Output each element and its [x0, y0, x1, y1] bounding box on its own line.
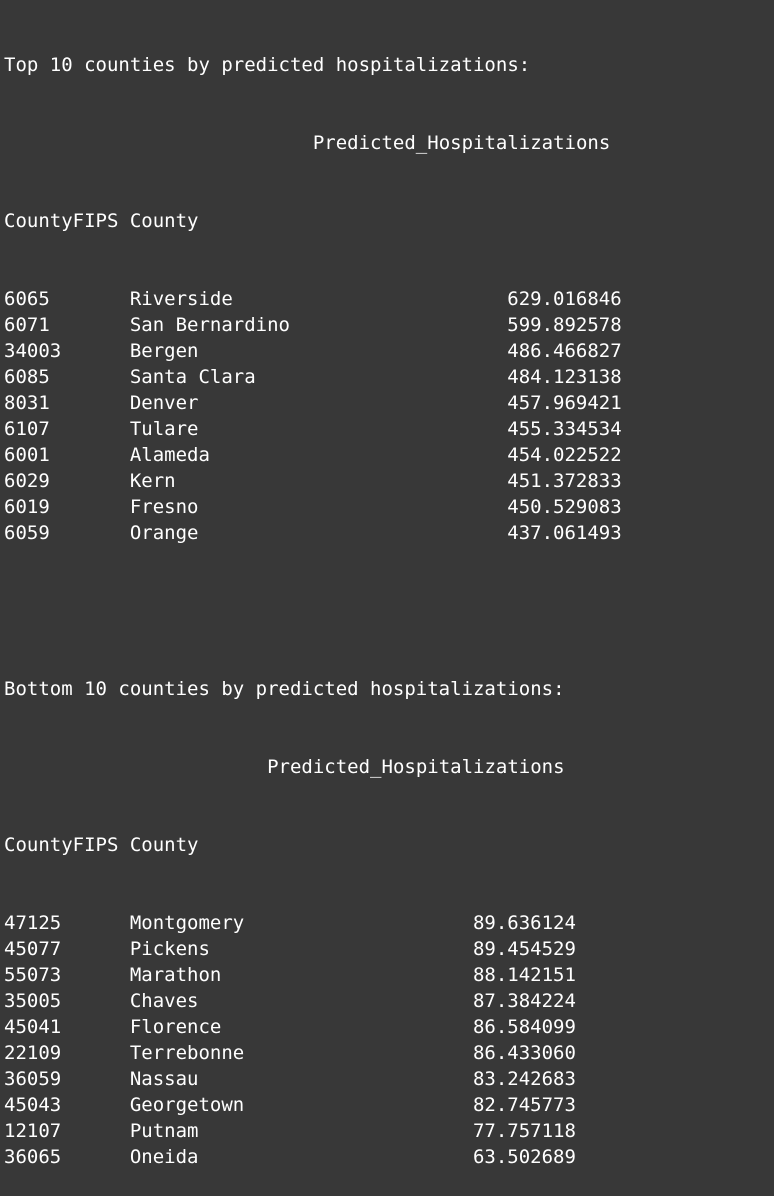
bottom-table: 47125 Montgomery 89.636124 45077 Pickens 89.4… [4, 910, 770, 1170]
county-fips: 45043 [4, 1094, 62, 1116]
county-fips: 6065 [4, 288, 50, 310]
blank-line [4, 598, 770, 624]
county-name: Pickens [129, 938, 210, 960]
predicted-hospitalizations-value: 599.892578 [507, 314, 622, 336]
county-fips: 45077 [4, 938, 62, 960]
top-title: Top 10 counties by predicted hospitaliza… [4, 54, 531, 76]
county-fips: 35005 [4, 990, 62, 1012]
county-name: Chaves [129, 990, 199, 1012]
table-row: 45043 Georgetown 82.745773 [4, 1092, 770, 1118]
top-value-header-text: Predicted_Hospitalizations [312, 132, 611, 154]
predicted-hospitalizations-value: 486.466827 [507, 340, 622, 362]
predicted-hospitalizations-value: 455.334534 [507, 418, 622, 440]
county-name: Santa Clara [129, 366, 256, 388]
bottom-index-header: CountyFIPS County [4, 834, 199, 856]
county-fips: 6059 [4, 522, 50, 544]
predicted-hospitalizations-value: 451.372833 [507, 470, 622, 492]
county-name: Marathon [129, 964, 222, 986]
table-row: 6019 Fresno 450.529083 [4, 494, 770, 520]
county-fips: 6001 [4, 444, 50, 466]
console-output: Top 10 counties by predicted hospitaliza… [4, 0, 770, 1196]
table-row: 55073 Marathon 88.142151 [4, 962, 770, 988]
table-row: 6001 Alameda 454.022522 [4, 442, 770, 468]
county-fips: 6019 [4, 496, 50, 518]
predicted-hospitalizations-value: 87.384224 [472, 990, 576, 1012]
predicted-hospitalizations-value: 77.757118 [472, 1120, 576, 1142]
table-row: 6059 Orange 437.061493 [4, 520, 770, 546]
county-name: Montgomery [129, 912, 245, 934]
table-row: 6085 Santa Clara 484.123138 [4, 364, 770, 390]
predicted-hospitalizations-value: 437.061493 [507, 522, 622, 544]
table-row: 47125 Montgomery 89.636124 [4, 910, 770, 936]
county-fips: 6071 [4, 314, 50, 336]
county-fips: 45041 [4, 1016, 62, 1038]
county-fips: 47125 [4, 912, 62, 934]
county-fips: 6107 [4, 418, 50, 440]
county-name: Orange [129, 522, 199, 544]
table-row: 8031 Denver 457.969421 [4, 390, 770, 416]
predicted-hospitalizations-value: 454.022522 [507, 444, 622, 466]
county-name: Florence [129, 1016, 222, 1038]
county-name: Nassau [129, 1068, 199, 1090]
county-fips: 55073 [4, 964, 62, 986]
bottom-header-pad [4, 756, 267, 778]
table-row: 36059 Nassau 83.242683 [4, 1066, 770, 1092]
top-index-header: CountyFIPS County [4, 210, 199, 232]
county-fips: 6029 [4, 470, 50, 492]
table-row: 34003 Bergen 486.466827 [4, 338, 770, 364]
predicted-hospitalizations-value: 83.242683 [472, 1068, 576, 1090]
predicted-hospitalizations-value: 82.745773 [472, 1094, 576, 1116]
predicted-hospitalizations-value: 457.969421 [507, 392, 622, 414]
county-name: Denver [129, 392, 199, 414]
county-fips: 34003 [4, 340, 62, 362]
bottom-value-header-text: Predicted_Hospitalizations [267, 756, 565, 778]
county-name: Oneida [129, 1146, 199, 1168]
county-fips: 6085 [4, 366, 50, 388]
top-table: 6065 Riverside 629.016846 6071 San Bernardin… [4, 286, 770, 546]
county-name: Bergen [129, 340, 199, 362]
county-fips: 36065 [4, 1146, 62, 1168]
table-row: 6029 Kern 451.372833 [4, 468, 770, 494]
table-row: 45077 Pickens 89.454529 [4, 936, 770, 962]
table-row: 6065 Riverside 629.016846 [4, 286, 770, 312]
county-name: Alameda [129, 444, 210, 466]
predicted-hospitalizations-value: 89.454529 [472, 938, 576, 960]
predicted-hospitalizations-value: 86.584099 [472, 1016, 576, 1038]
predicted-hospitalizations-value: 450.529083 [507, 496, 622, 518]
county-name: Riverside [129, 288, 233, 310]
table-row: 35005 Chaves 87.384224 [4, 988, 770, 1014]
table-row: 22109 Terrebonne 86.433060 [4, 1040, 770, 1066]
county-name: Kern [129, 470, 176, 492]
county-name: Georgetown [129, 1094, 245, 1116]
bottom-title: Bottom 10 counties by predicted hospital… [4, 678, 565, 700]
county-fips: 8031 [4, 392, 50, 414]
table-row: 6107 Tulare 455.334534 [4, 416, 770, 442]
county-name: Terrebonne [129, 1042, 245, 1064]
predicted-hospitalizations-value: 88.142151 [472, 964, 576, 986]
table-row: 6071 San Bernardino 599.892578 [4, 312, 770, 338]
county-name: San Bernardino [129, 314, 290, 336]
bottom-value-header: Predicted_Hospitalizations [4, 754, 770, 780]
table-row: 12107 Putnam 77.757118 [4, 1118, 770, 1144]
county-fips: 12107 [4, 1120, 62, 1142]
predicted-hospitalizations-value: 484.123138 [507, 366, 622, 388]
predicted-hospitalizations-value: 63.502689 [472, 1146, 576, 1168]
predicted-hospitalizations-value: 89.636124 [472, 912, 576, 934]
predicted-hospitalizations-value: 629.016846 [507, 288, 622, 310]
county-name: Tulare [129, 418, 199, 440]
county-name: Fresno [129, 496, 199, 518]
table-row: 36065 Oneida 63.502689 [4, 1144, 770, 1170]
top-value-header: Predicted_Hospitalizations [4, 130, 770, 156]
county-name: Putnam [129, 1120, 199, 1142]
top-header-pad [4, 132, 313, 154]
table-row: 45041 Florence 86.584099 [4, 1014, 770, 1040]
county-fips: 22109 [4, 1042, 62, 1064]
county-fips: 36059 [4, 1068, 62, 1090]
predicted-hospitalizations-value: 86.433060 [472, 1042, 576, 1064]
